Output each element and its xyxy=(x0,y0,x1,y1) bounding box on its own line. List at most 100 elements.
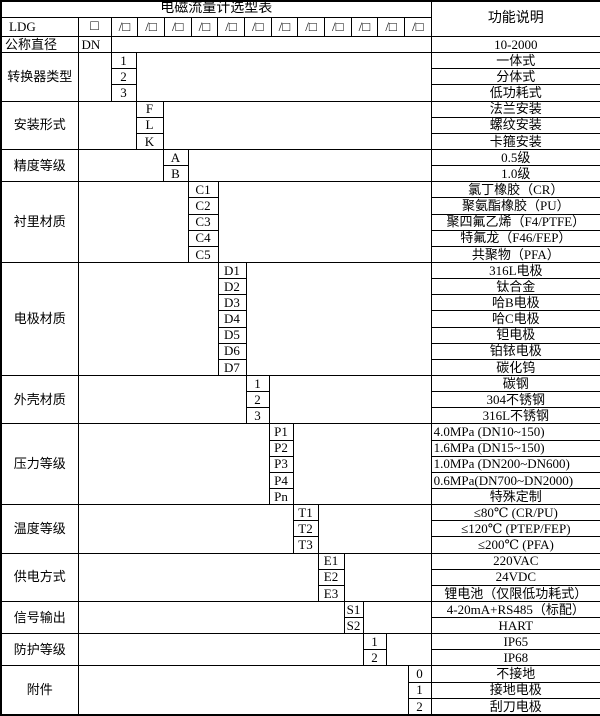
option-desc: 接地电极 xyxy=(430,681,600,699)
option-desc: 特氟龙（F46/FEP） xyxy=(430,229,600,247)
group-label-pressure: 压力等级 xyxy=(1,423,79,505)
filler xyxy=(78,261,218,376)
option-desc: 1.0级 xyxy=(430,165,600,182)
model-slot: /□ xyxy=(378,17,405,36)
option-desc: 钽电极 xyxy=(430,326,600,344)
group-label-lining: 衬里材质 xyxy=(1,181,79,263)
option-desc: 0.6MPa(DN700~DN2000) xyxy=(430,471,600,489)
option-code: 0 xyxy=(407,665,432,683)
option-code: 1 xyxy=(245,374,270,393)
model-slot: /□ xyxy=(298,17,325,36)
option-desc: ≤120℃ (PTEP/FEP) xyxy=(430,520,600,537)
option-desc: 刮刀电极 xyxy=(430,697,600,715)
option-desc: 法兰安装 xyxy=(430,100,600,118)
model-slot: /□ xyxy=(245,17,272,36)
group-label-protection: 防护等级 xyxy=(1,633,79,666)
option-code: 3 xyxy=(245,407,270,425)
filler xyxy=(78,665,408,715)
option-desc: 氯丁橡胶（CR） xyxy=(430,181,600,198)
option-desc: 1.6MPa (DN15~150) xyxy=(430,439,600,457)
option-desc: 316L电极 xyxy=(430,261,600,279)
model-slot: /□ xyxy=(138,17,165,36)
option-code: 2 xyxy=(110,68,137,86)
option-desc: 共聚物（PFA） xyxy=(430,245,600,263)
option-desc: 220VAC xyxy=(430,552,600,570)
option-code: C5 xyxy=(187,245,219,263)
option-desc: ≤200℃ (PFA) xyxy=(430,536,600,553)
option-code: P2 xyxy=(268,439,294,457)
option-desc: 铂铱电极 xyxy=(430,342,600,360)
group-label-signal-output: 信号输出 xyxy=(1,600,79,634)
option-desc: 一体式 xyxy=(430,52,600,69)
filler xyxy=(386,633,432,666)
option-code: L xyxy=(135,116,164,134)
option-code: 1 xyxy=(362,633,387,651)
option-code: Pn xyxy=(268,487,294,506)
option-code: P3 xyxy=(268,455,294,473)
option-desc: HART xyxy=(430,617,600,634)
group-label-temperature: 温度等级 xyxy=(1,504,79,553)
option-desc: 哈B电极 xyxy=(430,294,600,311)
option-code: 2 xyxy=(245,391,270,409)
filler xyxy=(136,52,432,102)
option-desc: 聚氨酯橡胶（PU） xyxy=(430,197,600,215)
model-slot-strip: /□ /□ /□ /□ /□ /□ /□ /□ /□ /□ /□ /□ xyxy=(111,17,432,38)
option-code: C2 xyxy=(187,197,219,215)
option-code: D1 xyxy=(217,261,247,280)
option-code: D6 xyxy=(217,342,247,360)
group-label-power-supply: 供电方式 xyxy=(1,552,79,602)
option-desc: 316L不锈钢 xyxy=(430,407,600,424)
filler xyxy=(78,552,318,602)
option-code: T3 xyxy=(292,536,319,554)
filler xyxy=(111,35,432,53)
filler xyxy=(78,100,136,150)
table-title: 电磁流量计选型表 xyxy=(1,1,432,18)
option-code: E1 xyxy=(317,552,345,570)
filler xyxy=(318,504,432,553)
option-code: F xyxy=(135,100,164,118)
option-desc: 卡箍安装 xyxy=(430,132,600,150)
option-code: C1 xyxy=(187,181,219,199)
option-code: S1 xyxy=(343,600,364,619)
option-desc: 低功耗式 xyxy=(430,84,600,102)
option-code: 3 xyxy=(110,84,137,102)
option-desc: 24VDC xyxy=(430,568,600,586)
option-desc: 特殊定制 xyxy=(430,487,600,505)
option-code: P4 xyxy=(268,471,294,489)
option-desc: 螺纹安装 xyxy=(430,116,600,134)
model-slot: /□ xyxy=(411,19,424,35)
option-desc: 1.0MPa (DN200~DN600) xyxy=(430,455,600,473)
group-label-accuracy: 精度等级 xyxy=(1,148,79,182)
option-desc: 0.5级 xyxy=(430,148,600,166)
filler xyxy=(78,423,269,505)
option-desc: IP68 xyxy=(430,649,600,666)
option-desc: 4.0MPa (DN10~150) xyxy=(430,423,600,441)
option-desc: 10-2000 xyxy=(430,35,600,53)
option-desc: 哈C电极 xyxy=(430,310,600,328)
option-desc: 碳化钨 xyxy=(430,358,600,376)
model-slot: /□ xyxy=(218,17,245,36)
option-code: E2 xyxy=(317,568,345,586)
option-code: 2 xyxy=(362,649,387,667)
option-code: 2 xyxy=(407,697,432,716)
option-desc: 聚四氟乙烯（F4/PTFE） xyxy=(430,213,600,231)
model-slot: /□ xyxy=(272,17,299,36)
option-desc: 分体式 xyxy=(430,68,600,85)
model-slot: /□ xyxy=(165,17,192,36)
option-desc: ≤80℃ (CR/PU) xyxy=(430,504,600,521)
filler xyxy=(78,148,163,182)
filler xyxy=(293,423,432,505)
option-code: C3 xyxy=(187,213,219,231)
filler xyxy=(246,261,432,376)
filler xyxy=(78,374,246,424)
model-slot: /□ xyxy=(112,17,139,36)
filler xyxy=(78,633,363,666)
filler xyxy=(78,181,188,263)
filler xyxy=(344,552,432,602)
model-slots: /□ /□ /□ /□ /□ /□ /□ /□ /□ /□ /□ /□ xyxy=(112,17,431,36)
group-label-accessories: 附件 xyxy=(1,665,79,715)
group-label-converter-type: 转换器类型 xyxy=(1,52,79,102)
option-code: T1 xyxy=(292,504,319,522)
